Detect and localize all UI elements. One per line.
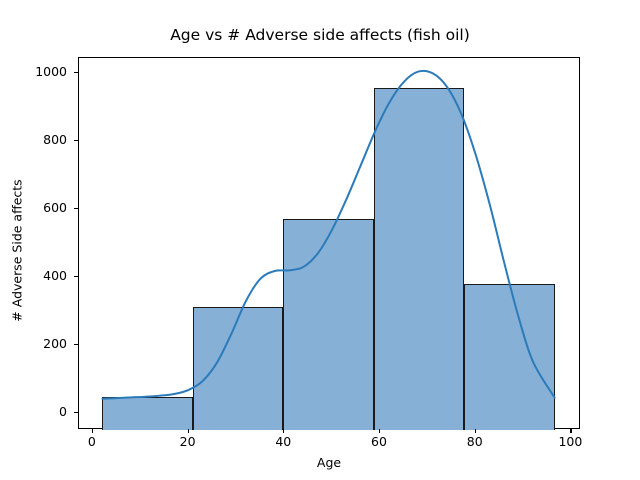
histogram-bar [102,396,193,430]
x-axis-tick [91,429,93,433]
histogram-bar [192,307,284,430]
x-axis-tick [187,429,189,433]
y-axis-tick [74,412,78,414]
kde-density-curve [101,69,556,400]
y-axis-label: # Adverse Side affects [9,179,25,322]
y-axis-tick [74,344,78,346]
y-axis-tick-label: 400 [43,268,67,284]
x-axis-tick-label: 80 [466,434,483,449]
y-axis-tick-label: 600 [43,200,67,216]
histogram-bar [464,283,555,430]
x-axis-tick-label: 100 [558,434,583,449]
y-axis-tick [74,140,78,142]
chart-title: Age vs # Adverse side affects (fish oil) [170,26,470,44]
x-axis-tick-label: 0 [87,434,96,449]
x-axis-tick [283,429,285,433]
y-axis-tick [74,208,78,210]
y-axis-tick-label: 800 [43,132,67,148]
y-axis-tick [74,72,78,74]
x-axis-tick-label: 60 [371,434,387,449]
y-axis-tick-label: 200 [43,336,67,352]
plot-area [78,57,580,430]
histogram-bar [373,87,465,430]
x-axis-tick-label: 40 [275,434,292,449]
x-axis-tick [570,429,572,433]
x-axis-label: Age [316,455,342,470]
x-axis-tick [379,429,381,433]
y-axis-tick-label: 0 [59,404,67,419]
y-axis-tick [74,276,78,278]
histogram-bar [283,219,374,430]
y-axis-tick-label: 1000 [35,64,67,80]
x-axis-tick-label: 20 [179,434,196,449]
plot-inner [79,58,579,430]
x-axis-tick [474,429,476,433]
